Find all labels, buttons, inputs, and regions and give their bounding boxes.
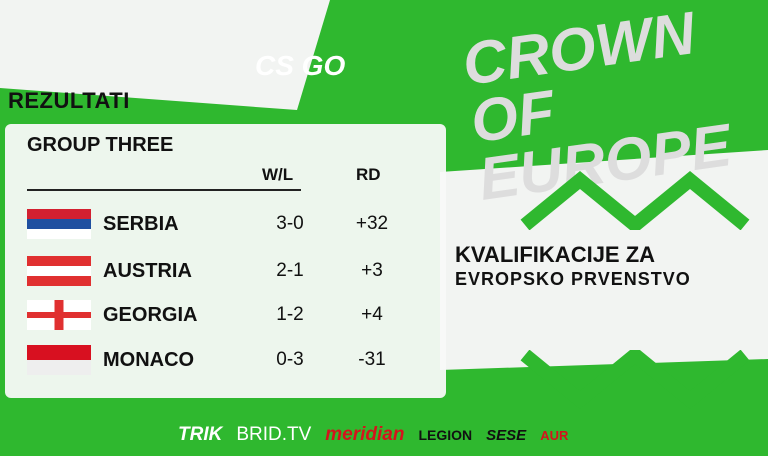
serbia-flag <box>27 209 91 239</box>
table-row: GEORGIA 1-2 +4 <box>27 300 407 332</box>
column-header-rd: RD <box>356 165 381 184</box>
background-paper <box>440 150 768 370</box>
team-name: SERBIA <box>103 213 179 235</box>
event-subtitle: KVALIFIKACIJE ZA EVROPSKO PRVENSTVO <box>455 243 691 291</box>
subtitle-line2: EVROPSKO PRVENSTVO <box>455 269 691 289</box>
header-divider <box>27 189 301 191</box>
round-difference: +3 <box>361 260 383 281</box>
sponsor-trik-logo: TRIK <box>178 424 223 445</box>
sponsor-meridian-logo: meridian <box>325 424 405 445</box>
win-loss: 3-0 <box>276 213 304 234</box>
sponsor-bar: TRIK BRID.TV meridian LEGION SESE AUR <box>178 424 568 446</box>
table-row: MONACO 0-3 -31 <box>27 345 407 377</box>
sponsor-sese-logo: SESE <box>486 426 527 444</box>
win-loss: 2-1 <box>276 260 304 281</box>
csgo-logo: CS GO <box>255 50 346 81</box>
column-header-wl: W/L <box>262 165 294 184</box>
team-name: AUSTRIA <box>103 260 192 282</box>
sponsor-aur-logo: AUR <box>540 427 569 443</box>
page-title: REZULTATI <box>8 88 130 113</box>
monaco-flag <box>27 345 91 375</box>
georgia-flag <box>27 300 91 330</box>
sponsor-bridtv-logo: BRID.TV <box>236 424 312 445</box>
team-name: MONACO <box>103 349 195 371</box>
background-paper <box>0 0 330 110</box>
chevron-down-graphic <box>520 350 750 410</box>
win-loss: 0-3 <box>276 349 304 370</box>
win-loss: 1-2 <box>276 304 304 325</box>
table-row: SERBIA 3-0 +32 <box>27 209 407 241</box>
team-name: GEORGIA <box>103 304 198 326</box>
round-difference: +4 <box>361 304 383 325</box>
austria-flag <box>27 256 91 286</box>
round-difference: -31 <box>358 349 386 370</box>
table-row: AUSTRIA 2-1 +3 <box>27 256 407 288</box>
sponsor-legion-logo: LEGION <box>418 427 473 443</box>
group-title: GROUP THREE <box>27 134 174 156</box>
round-difference: +32 <box>355 213 389 234</box>
subtitle-line1: KVALIFIKACIJE ZA <box>455 242 656 267</box>
chevron-up-graphic <box>520 170 750 230</box>
